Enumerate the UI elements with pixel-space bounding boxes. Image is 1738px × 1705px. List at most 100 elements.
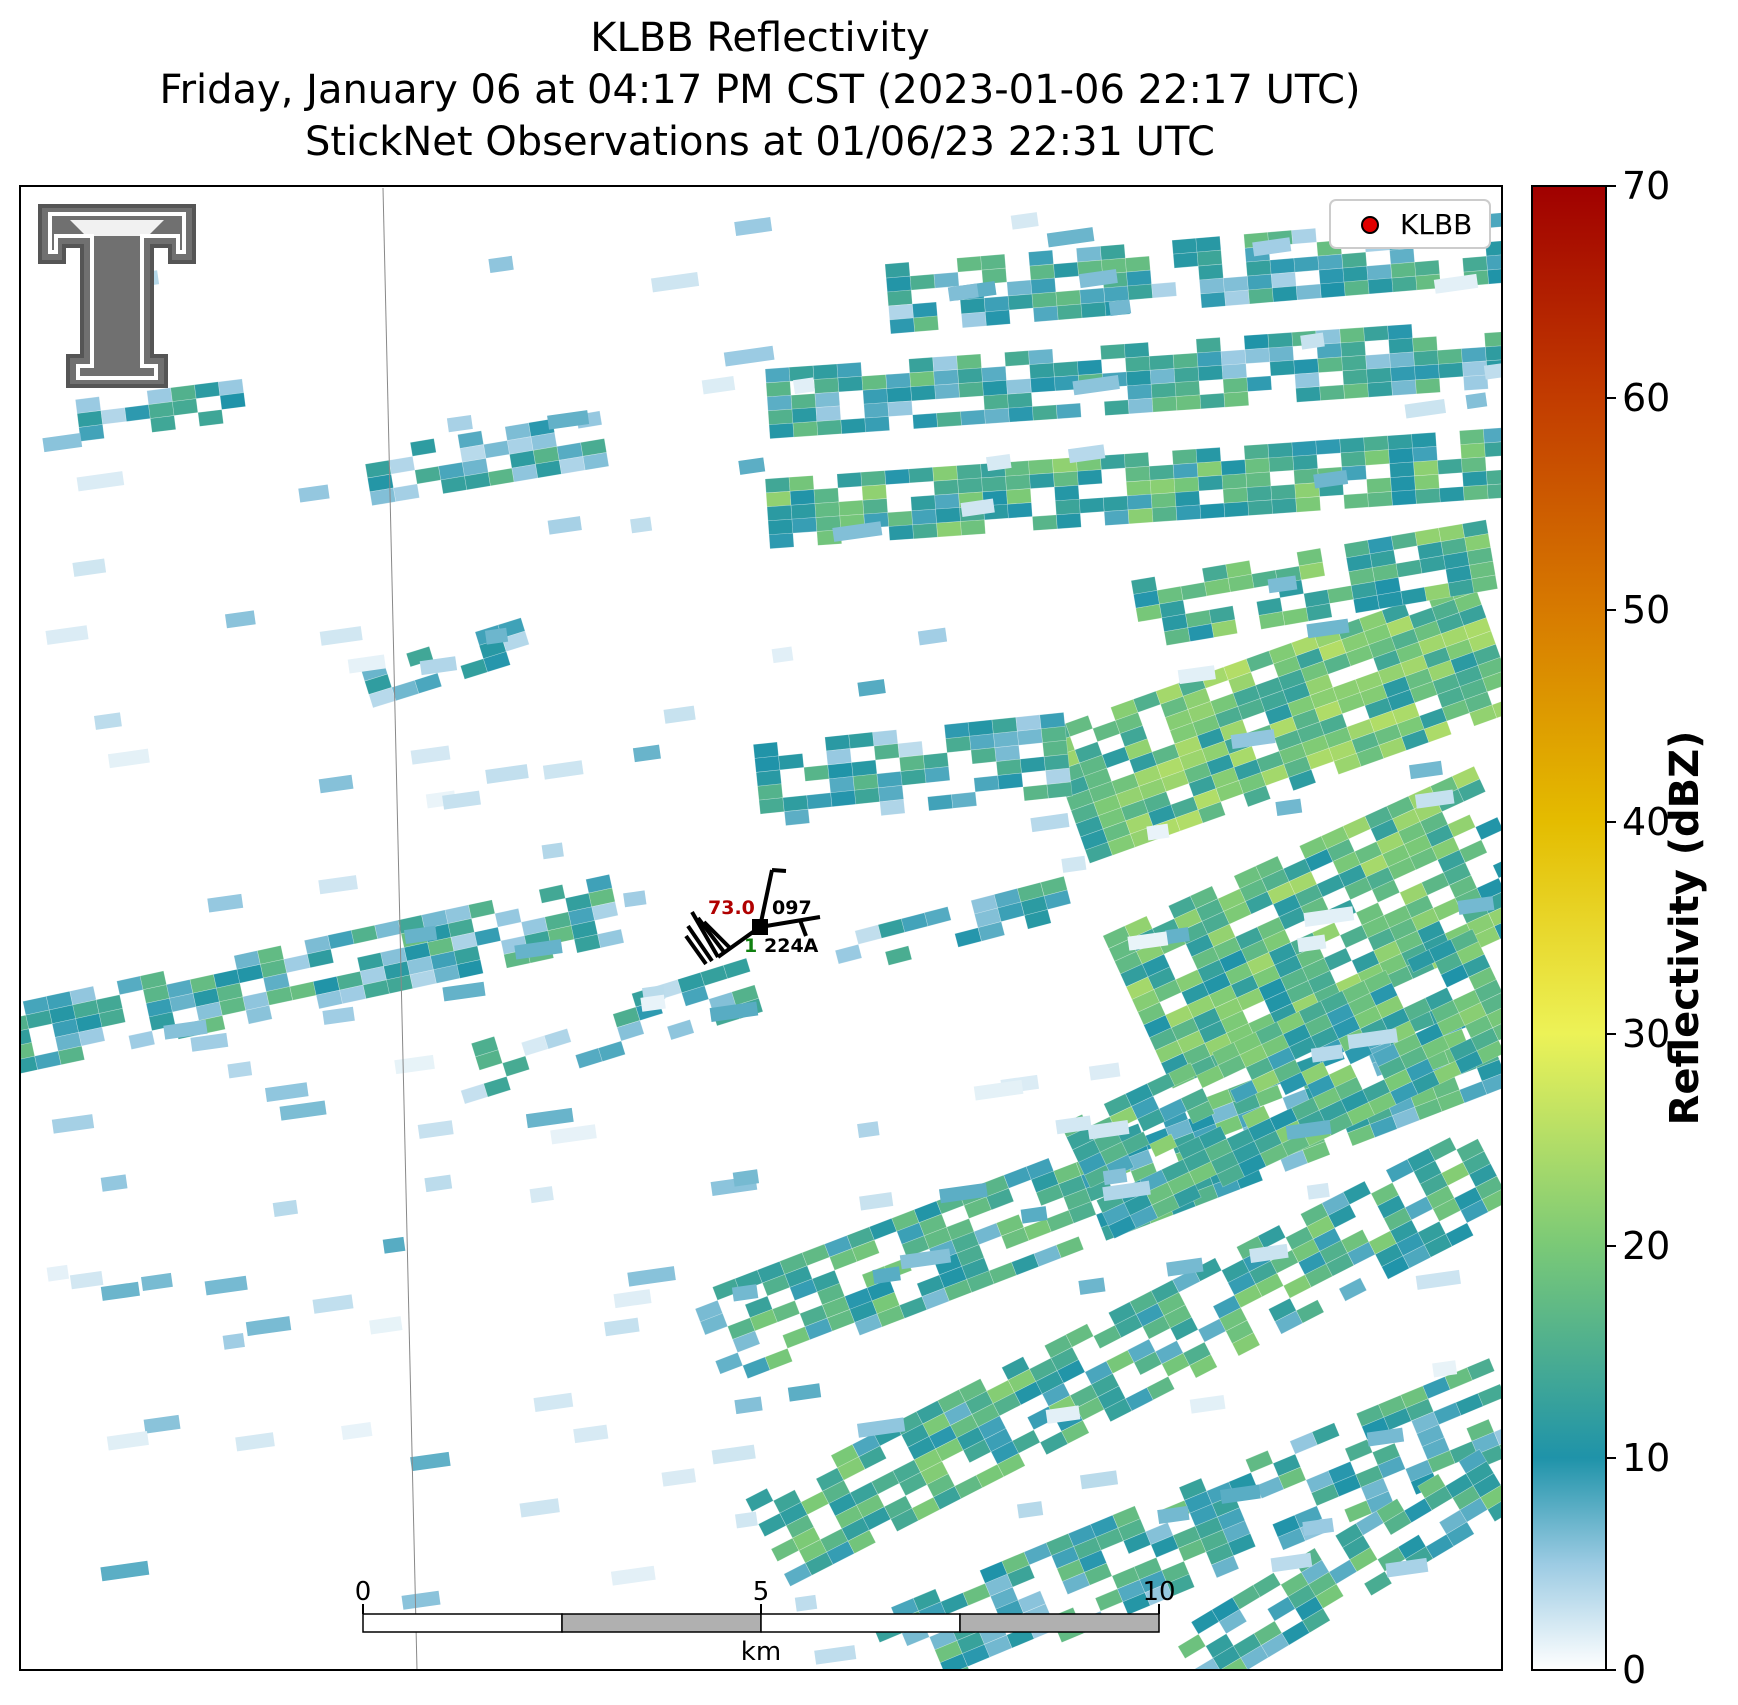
reflectivity-cell (1295, 647, 1324, 670)
reflectivity-cell (1216, 1163, 1245, 1188)
reflectivity-cell (767, 408, 794, 426)
reflectivity-cell (947, 283, 979, 302)
reflectivity-cell (991, 716, 1018, 735)
reflectivity-cell (960, 498, 995, 517)
reflectivity-cell (765, 380, 792, 398)
reflectivity-cell (318, 875, 358, 895)
reflectivity-cell (1367, 491, 1393, 508)
reflectivity-cell (813, 487, 840, 504)
reflectivity-cell (1055, 289, 1082, 307)
reflectivity-cell (1462, 255, 1488, 273)
reflectivity-cell (814, 1645, 857, 1665)
reflectivity-colorbar: 0 10 20 30 40 50 60 70 Reflectivity (dBZ) (1531, 164, 1708, 1692)
reflectivity-cell (1442, 551, 1470, 570)
reflectivity-cell (879, 798, 906, 817)
reflectivity-cell (1102, 1168, 1128, 1186)
reflectivity-cell (714, 1352, 744, 1375)
reflectivity-cell (78, 1026, 106, 1047)
reflectivity-cell (1367, 535, 1394, 555)
reflectivity-cell (207, 893, 244, 913)
reflectivity-cell (1408, 607, 1437, 630)
reflectivity-cell (1463, 617, 1492, 640)
reflectivity-cell (1255, 1272, 1284, 1298)
reflectivity-cell (107, 748, 150, 769)
reflectivity-cell (838, 499, 865, 517)
reflectivity-cell (912, 522, 938, 540)
reflectivity-cell (1217, 1054, 1247, 1079)
reflectivity-cell (100, 1281, 140, 1301)
reflectivity-cell (1231, 1332, 1261, 1357)
reflectivity-cell (1157, 1505, 1190, 1524)
reflectivity-cell (956, 1426, 985, 1451)
reflectivity-cell (1255, 676, 1284, 699)
reflectivity-cell (464, 471, 491, 491)
reflectivity-cell (279, 1100, 327, 1121)
reflectivity-cell (1161, 769, 1190, 792)
reflectivity-cell (958, 381, 984, 398)
reflectivity-cell (519, 1498, 560, 1518)
reflectivity-cell (1414, 789, 1455, 809)
reflectivity-cell (409, 438, 437, 457)
reflectivity-cell (956, 353, 982, 370)
reflectivity-cell (836, 361, 863, 379)
reflectivity-cell (1390, 475, 1416, 492)
reflectivity-cell (1310, 1044, 1344, 1063)
reflectivity-cell (1422, 1376, 1451, 1400)
reflectivity-cell (1074, 741, 1103, 764)
reflectivity-cell (1090, 1373, 1120, 1398)
reflectivity-cell (1022, 784, 1049, 802)
reflectivity-cell (932, 465, 958, 482)
reflectivity-cell (1267, 575, 1298, 594)
reflectivity-cell (984, 1573, 1013, 1597)
reflectivity-cell (1423, 1233, 1453, 1258)
reflectivity-cell (1245, 891, 1274, 915)
reflectivity-cell (933, 271, 960, 289)
reflectivity-cell (1102, 925, 1131, 949)
reflectivity-cell (1487, 267, 1502, 285)
reflectivity-cell (550, 1124, 597, 1145)
reflectivity-cell (1225, 560, 1253, 579)
reflectivity-cell (442, 981, 486, 1002)
reflectivity-cell (1374, 577, 1402, 596)
reflectivity-cell (1437, 458, 1463, 475)
reflectivity-cell (393, 483, 420, 503)
reflectivity-cell (265, 986, 294, 1006)
reflectivity-cell (1117, 1518, 1146, 1542)
reflectivity-cell (1274, 954, 1303, 979)
reflectivity-cell (752, 741, 779, 759)
reflectivity-cell (1457, 778, 1487, 803)
reflectivity-cell (511, 463, 539, 483)
reflectivity-cell (1150, 492, 1177, 509)
reflectivity-cell (812, 363, 839, 380)
reflectivity-cell (1382, 675, 1411, 699)
reflectivity-cell (1078, 1549, 1107, 1573)
reflectivity-cell (1247, 499, 1274, 516)
reflectivity-cell (788, 475, 815, 492)
reflectivity-cell (1088, 1062, 1121, 1081)
reflectivity-cell (1315, 1583, 1345, 1609)
reflectivity-cell (922, 752, 949, 770)
reflectivity-cell (1123, 451, 1150, 469)
reflectivity-cell (264, 1082, 309, 1102)
reflectivity-cell (1093, 794, 1122, 817)
reflectivity-cell (1462, 953, 1491, 978)
reflectivity-cell (322, 1006, 355, 1025)
reflectivity-cell (541, 842, 564, 860)
reflectivity-cell (1186, 994, 1216, 1019)
reflectivity-cell (886, 289, 913, 307)
reflectivity-cell (1167, 1171, 1196, 1196)
reflectivity-cell (878, 785, 904, 803)
reflectivity-cell (885, 372, 912, 389)
reflectivity-cell (1270, 483, 1297, 501)
reflectivity-cell (793, 377, 816, 395)
reflectivity-cell (1458, 604, 1487, 627)
reflectivity-cell (1017, 1501, 1044, 1519)
reflectivity-cell (1045, 1405, 1081, 1424)
reflectivity-cell (1264, 703, 1293, 726)
reflectivity-cell (884, 261, 911, 279)
reflectivity-cell (1201, 740, 1230, 763)
reflectivity-cell (1029, 472, 1055, 489)
reflectivity-cell (72, 558, 107, 577)
reflectivity-cell (1233, 1283, 1263, 1309)
colorbar-tick-label: 30 (1622, 1012, 1670, 1056)
